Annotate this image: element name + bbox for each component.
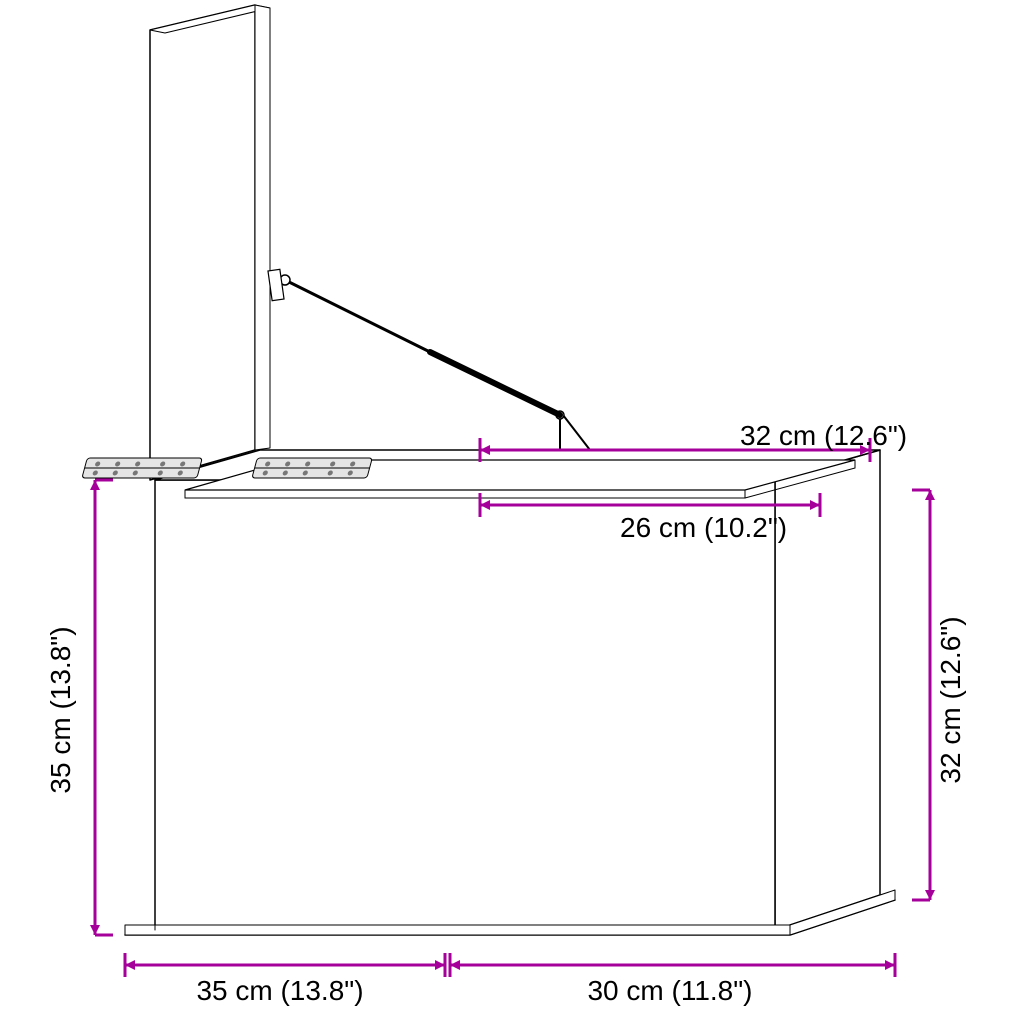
hinge-2 — [252, 458, 372, 478]
dim-label-bottom_width: 30 cm (11.8") — [587, 975, 752, 1006]
diagram-canvas: 35 cm (13.8") 32 cm (12.6") 35 cm (13.8") 3… — [0, 0, 1024, 1024]
base-front-edge — [125, 925, 790, 935]
dim-label-right_height: 32 cm (12.6") — [935, 616, 966, 783]
body-front-face — [155, 480, 775, 930]
lid-side-face — [150, 5, 255, 480]
hinge-1 — [82, 458, 202, 478]
dim-label-inner_d2: 26 cm (10.2") — [620, 512, 787, 543]
gas-strut — [268, 269, 590, 450]
body-right-face — [775, 450, 880, 930]
dim-label-inner_d1: 32 cm (12.6") — [740, 420, 907, 451]
dim-label-left_height: 35 cm (13.8") — [45, 626, 76, 793]
dim-label-bottom_depth: 35 cm (13.8") — [196, 975, 363, 1006]
product-drawing — [82, 5, 895, 935]
lid-inner-face — [255, 5, 270, 450]
